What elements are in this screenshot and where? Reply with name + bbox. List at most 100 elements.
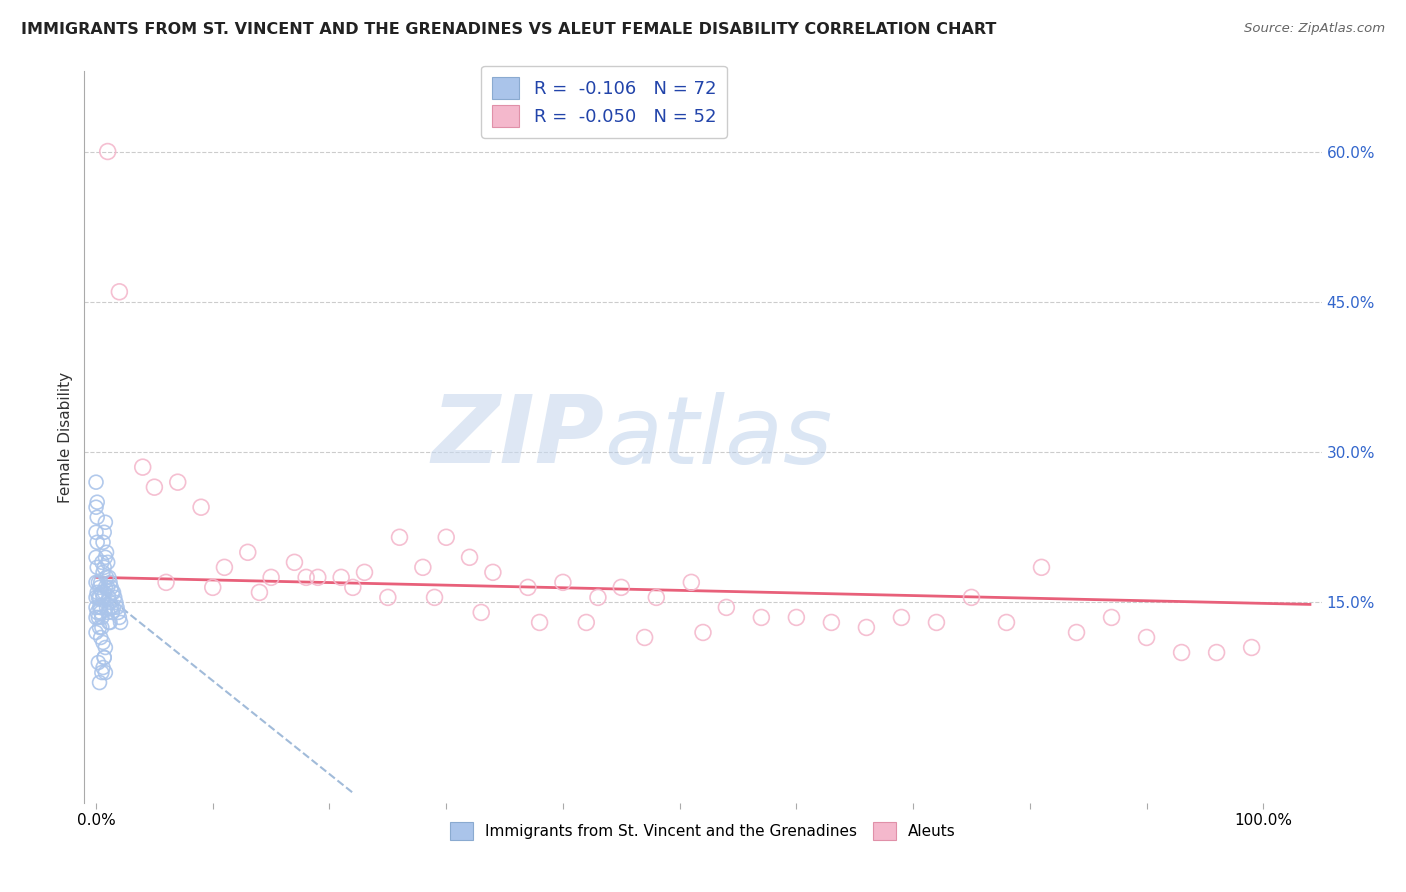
Point [97,570,120,584]
Point [90,631,112,645]
Point [470,606,492,620]
Y-axis label: Female Disability: Female Disability [58,371,73,503]
Point [89,675,111,690]
Text: atlas: atlas [605,392,832,483]
Point [84,610,107,624]
Point [93,560,115,574]
Point [960,591,983,605]
Point [97,615,120,630]
Point [412,560,434,574]
Point [586,591,609,605]
Point [91,566,114,580]
Point [97,555,120,569]
Point [108,285,131,299]
Point [87,591,110,605]
Point [342,580,364,594]
Point [110,615,132,630]
Point [1170,646,1192,660]
Point [87,575,110,590]
Point [98,575,121,590]
Point [89,600,111,615]
Legend: Immigrants from St. Vincent and the Grenadines, Aleuts: Immigrants from St. Vincent and the Gren… [444,815,962,847]
Point [96,545,118,559]
Point [1101,610,1123,624]
Point [93,585,115,599]
Point [434,530,457,544]
Point [93,650,115,665]
Point [97,145,120,159]
Point [1031,560,1053,574]
Point [190,500,212,515]
Point [96,570,118,584]
Point [330,570,353,584]
Point [94,665,117,680]
Point [91,535,114,549]
Point [388,530,411,544]
Point [91,591,114,605]
Point [260,570,283,584]
Point [108,610,131,624]
Point [633,631,655,645]
Point [89,620,111,634]
Point [1066,625,1088,640]
Point [249,585,271,599]
Point [100,600,122,615]
Point [87,610,110,624]
Point [132,460,155,475]
Point [91,635,114,649]
Point [84,575,107,590]
Point [104,591,127,605]
Point [529,615,551,630]
Point [84,550,107,565]
Point [90,606,112,620]
Point [1205,646,1227,660]
Point [90,600,112,615]
Point [236,545,259,559]
Point [820,615,842,630]
Text: ZIP: ZIP [432,391,605,483]
Point [995,615,1018,630]
Point [610,580,633,594]
Point [86,535,108,549]
Point [97,580,120,594]
Point [84,475,107,490]
Point [423,591,446,605]
Point [1135,631,1157,645]
Point [692,625,714,640]
Point [166,475,188,490]
Point [97,591,120,605]
Point [93,650,115,665]
Point [575,615,598,630]
Point [785,610,807,624]
Point [103,600,125,615]
Point [90,555,112,569]
Point [84,525,107,540]
Point [645,591,668,605]
Point [307,570,329,584]
Text: Source: ZipAtlas.com: Source: ZipAtlas.com [1244,22,1385,36]
Point [86,606,108,620]
Text: IMMIGRANTS FROM ST. VINCENT AND THE GRENADINES VS ALEUT FEMALE DISABILITY CORREL: IMMIGRANTS FROM ST. VINCENT AND THE GREN… [21,22,997,37]
Point [104,595,127,609]
Point [201,580,224,594]
Point [90,620,112,634]
Point [143,480,166,494]
Point [1240,640,1263,655]
Point [155,575,177,590]
Point [458,550,481,565]
Point [107,606,129,620]
Point [100,580,122,594]
Point [87,656,110,670]
Point [91,660,114,674]
Point [751,610,773,624]
Point [93,525,115,540]
Point [84,625,107,640]
Point [353,566,375,580]
Point [90,610,112,624]
Point [97,606,120,620]
Point [855,620,877,634]
Point [98,615,121,630]
Point [516,580,538,594]
Point [90,575,112,590]
Point [98,595,121,609]
